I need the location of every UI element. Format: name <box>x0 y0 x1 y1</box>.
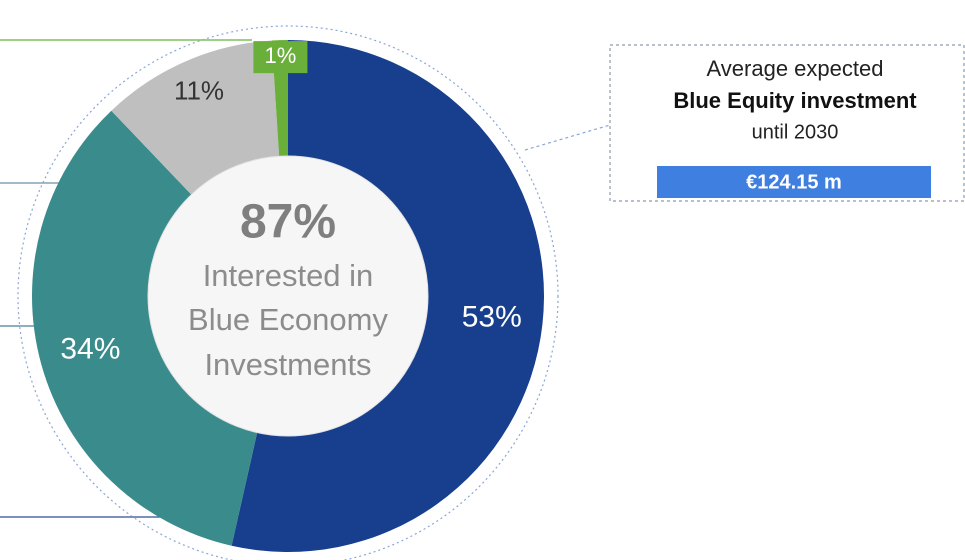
callout-text: until 2030 <box>752 121 839 143</box>
value-label: 11% <box>174 75 224 105</box>
label-box <box>253 41 308 74</box>
center-caption: Interested in <box>203 258 374 293</box>
center-value: 87% <box>240 196 336 249</box>
dotted-outline <box>17 25 559 560</box>
callout-value-bar <box>657 166 931 198</box>
value-label: 34% <box>60 333 120 366</box>
callout-value: €124.15 m <box>746 171 842 193</box>
center-caption: Blue Economy <box>188 302 388 337</box>
callout-connector <box>524 124 611 151</box>
callout-text: Average expected <box>707 56 884 81</box>
center-caption: Investments <box>204 347 371 382</box>
center-circle <box>147 155 429 437</box>
callout-text: Blue Equity investment <box>673 88 917 113</box>
value-label: 1% <box>265 43 297 68</box>
value-label: 53% <box>462 301 522 334</box>
